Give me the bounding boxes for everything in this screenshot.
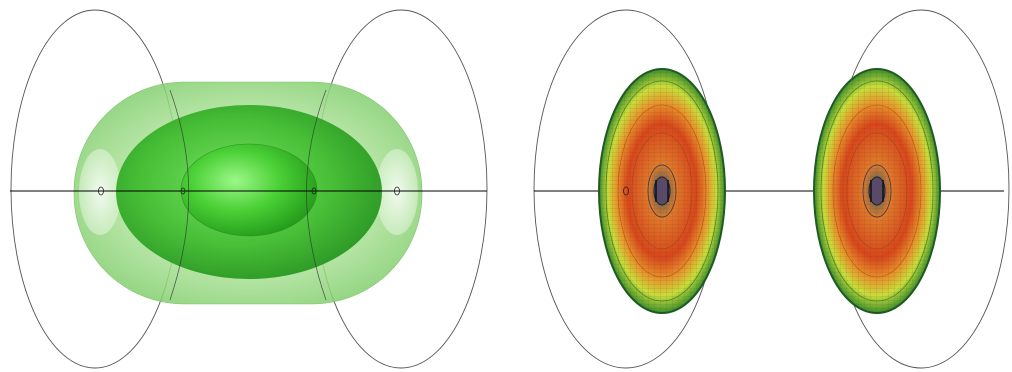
right-outline-arc-front — [306, 89, 327, 301]
left-panel — [10, 9, 488, 369]
outer-shell-left-cap — [79, 149, 121, 235]
right-disc — [813, 68, 941, 314]
inner-shell — [180, 143, 318, 237]
outer-shell-right-cap — [376, 149, 418, 235]
right-axis-marker-1 — [623, 186, 629, 196]
left-disc-core — [653, 176, 671, 206]
left-axis-marker-4 — [311, 187, 317, 195]
left-axis-marker-2 — [394, 186, 400, 196]
left-axis-marker-1 — [98, 186, 104, 196]
left-disc — [598, 68, 726, 314]
left-axis-marker-3 — [180, 187, 186, 195]
right-disc-core — [868, 176, 886, 206]
left-outline-arc-front — [169, 89, 190, 301]
right-panel — [533, 9, 1010, 369]
